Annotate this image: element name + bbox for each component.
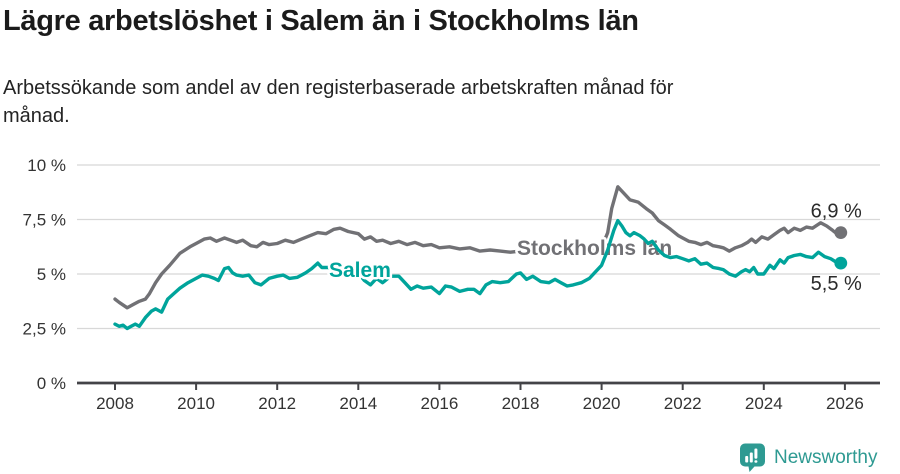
x-tick-label: 2024 xyxy=(745,394,783,413)
series-label-stockholms-l-n: Stockholms län xyxy=(517,237,672,260)
y-tick-label: 5 % xyxy=(37,265,66,284)
x-tick-label: 2010 xyxy=(177,394,215,413)
chart-title: Lägre arbetslöshet i Salem än i Stockhol… xyxy=(3,5,639,37)
x-tick-label: 2026 xyxy=(826,394,864,413)
footer-brand: Newsworthy xyxy=(739,443,877,472)
x-tick-label: 2012 xyxy=(258,394,296,413)
subtitle-line-2: månad. xyxy=(3,105,70,127)
end-value-label-salem: 5,5 % xyxy=(811,273,862,295)
y-tick-label: 7,5 % xyxy=(23,211,66,230)
x-tick-label: 2016 xyxy=(420,394,458,413)
end-value-label-stockholms-l-n: 6,9 % xyxy=(811,201,862,223)
chart-subtitle: Arbetssökande som andel av den registerb… xyxy=(3,74,673,130)
series-line-salem xyxy=(113,218,843,331)
x-tick-label: 2018 xyxy=(502,394,540,413)
x-tick-label: 2020 xyxy=(583,394,621,413)
x-tick-label: 2008 xyxy=(96,394,134,413)
x-tick-label: 2014 xyxy=(339,394,377,413)
newsworthy-logo-icon xyxy=(740,443,765,472)
series-line-stockholms-l-n xyxy=(113,185,843,310)
subtitle-line-1: Arbetssökande som andel av den registerb… xyxy=(3,77,674,99)
series-end-dot-salem xyxy=(834,256,848,270)
y-tick-label: 2,5 % xyxy=(23,320,66,339)
newsworthy-wordmark: Newsworthy xyxy=(774,446,878,468)
y-tick-label: 10 % xyxy=(27,156,66,175)
series-label-salem: Salem xyxy=(329,259,391,282)
y-tick-label: 0 % xyxy=(37,374,66,393)
series-end-dot-stockholms-l-n xyxy=(834,226,848,240)
x-tick-label: 2022 xyxy=(664,394,702,413)
